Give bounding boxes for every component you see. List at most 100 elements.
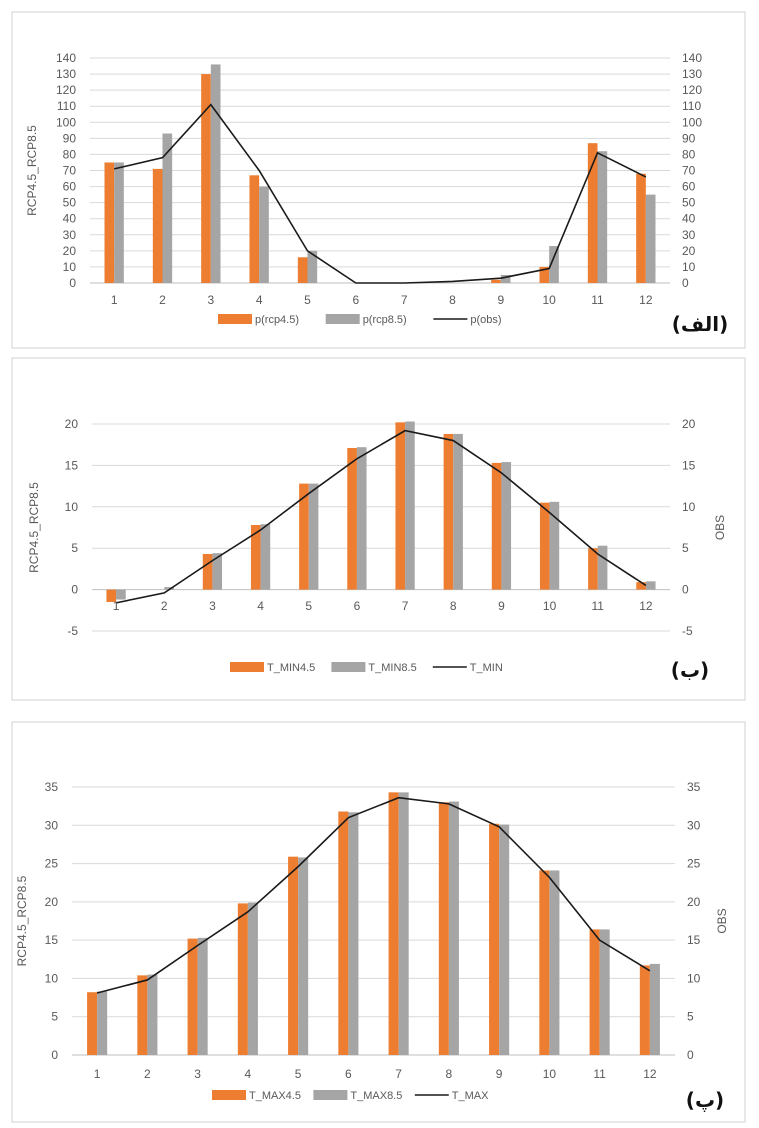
y-tick-label-left: 15: [45, 933, 59, 947]
bar: [539, 266, 550, 283]
y-tick-label-right: 10: [682, 260, 696, 274]
y-tick-label-left: 0: [51, 1048, 58, 1062]
legend-label: p(rcp8.5): [363, 314, 407, 326]
y-tick-label-left: 110: [57, 99, 76, 113]
series-p(rcp8.5): [114, 64, 656, 283]
y-tick-label-right: 60: [682, 180, 696, 194]
x-tick-label: 1: [113, 599, 120, 613]
y-tick-label-left: 10: [63, 260, 77, 274]
y-tick-label-left: 30: [45, 818, 59, 832]
chart-panel-c: 0 0 5 5 10 10 15 15 20 20 25 25 30 30 35 35 RCP4.5_RCP8.…: [0, 716, 759, 1128]
x-tick-label: 10: [542, 293, 556, 307]
y-tick-label-left: 25: [45, 857, 59, 871]
bar: [539, 502, 550, 590]
y-tick-label-right: 80: [682, 147, 696, 161]
bar: [549, 246, 559, 283]
x-tick-label: 8: [450, 599, 457, 613]
x-tick-label: 3: [207, 293, 214, 307]
y-tick-label-left: 20: [65, 417, 79, 431]
bar: [500, 274, 511, 283]
legend-label: T_MIN8.5: [368, 662, 416, 674]
series-T_MAX4.5: [87, 792, 650, 1055]
bar: [639, 965, 650, 1055]
y-tick-label-right: 100: [682, 115, 702, 129]
bar: [249, 175, 260, 283]
y-tick-label-right: 30: [687, 818, 701, 832]
bar: [197, 937, 208, 1055]
y-axis-title-left: RCP4.5_RCP8.5: [25, 125, 39, 216]
y-tick-label-left: 5: [71, 541, 78, 555]
y-tick-label-right: 10: [687, 971, 701, 985]
x-tick-label: 12: [643, 1067, 657, 1081]
x-tick-label: 7: [395, 1067, 402, 1081]
y-tick-label-left: 10: [45, 971, 59, 985]
x-tick-label: 1: [111, 293, 118, 307]
gridlines: [92, 423, 670, 632]
chart-panel-b: -5 -5 0 0 5 5 10 10 15 15 20 20 RCP4.5_RCP8.5 OBS 1 2 3 4…: [0, 352, 759, 716]
chart-svg-a: 0 0 10 10 20 20 30 30 40 40 50 50 60 60 70 70 80 80 90 90 10…: [11, 11, 746, 349]
bar: [587, 143, 598, 283]
bar: [164, 587, 174, 590]
bar: [589, 929, 600, 1055]
y-tick-label-right: 70: [682, 164, 696, 178]
x-tick-label: 2: [161, 599, 168, 613]
legend-swatch: [331, 662, 366, 672]
bar: [588, 548, 598, 590]
x-tick-label: 9: [498, 599, 505, 613]
y-tick-label-right: 90: [682, 131, 696, 145]
bar: [549, 501, 560, 590]
bar: [356, 447, 367, 590]
bar: [297, 257, 308, 283]
bar: [489, 823, 500, 1055]
bar: [152, 168, 163, 283]
bar: [201, 74, 211, 283]
legend-label: T_MAX8.5: [350, 1090, 402, 1102]
panel-label: (ب): [671, 658, 709, 682]
bar: [549, 870, 560, 1055]
y-tick-label-right: -5: [682, 624, 693, 638]
x-tick-label: 6: [352, 293, 359, 307]
panel-label: (الف): [672, 312, 728, 336]
y-tick-label-left: 40: [63, 212, 77, 226]
bar: [87, 992, 98, 1055]
legend: T_MAX4.5 T_MAX8.5 T_MAX: [212, 1090, 489, 1102]
y-tick-label-right: 0: [682, 583, 689, 597]
bar: [237, 903, 248, 1055]
bar: [250, 525, 261, 590]
bar: [212, 553, 223, 590]
bar: [106, 589, 117, 603]
x-tick-label: 5: [304, 293, 311, 307]
x-tick-label: 7: [401, 293, 408, 307]
y-tick-label-right: 50: [682, 196, 696, 210]
y-tick-label-right: 40: [682, 212, 696, 226]
bar: [259, 186, 269, 283]
gridlines: [90, 57, 670, 284]
bar: [491, 462, 502, 590]
y-tick-label-right: 120: [682, 83, 702, 97]
bar: [288, 856, 299, 1055]
y-tick-label-right: 35: [687, 780, 701, 794]
bar: [491, 279, 501, 283]
y-tick-label-right: 0: [687, 1048, 694, 1062]
legend-swatch: [325, 314, 360, 324]
x-tick-label: 3: [209, 599, 216, 613]
chart-frame: [11, 357, 746, 701]
bar: [448, 801, 459, 1055]
series-p(rcp4.5): [104, 74, 646, 283]
legend-swatch: [212, 1090, 246, 1100]
series-line-p(obs): [113, 103, 647, 284]
y-tick-label-right: 5: [682, 541, 689, 555]
bar: [443, 433, 454, 590]
chart-frame: [11, 11, 746, 349]
bar: [398, 792, 409, 1055]
bar: [104, 162, 115, 283]
bar: [114, 162, 124, 283]
x-tick-label: 6: [354, 599, 361, 613]
x-tick-label: 4: [256, 293, 263, 307]
bar: [187, 938, 198, 1055]
series-T_MIN8.5: [116, 421, 656, 600]
bar: [453, 433, 463, 590]
bar: [202, 553, 213, 590]
bar: [147, 974, 158, 1055]
